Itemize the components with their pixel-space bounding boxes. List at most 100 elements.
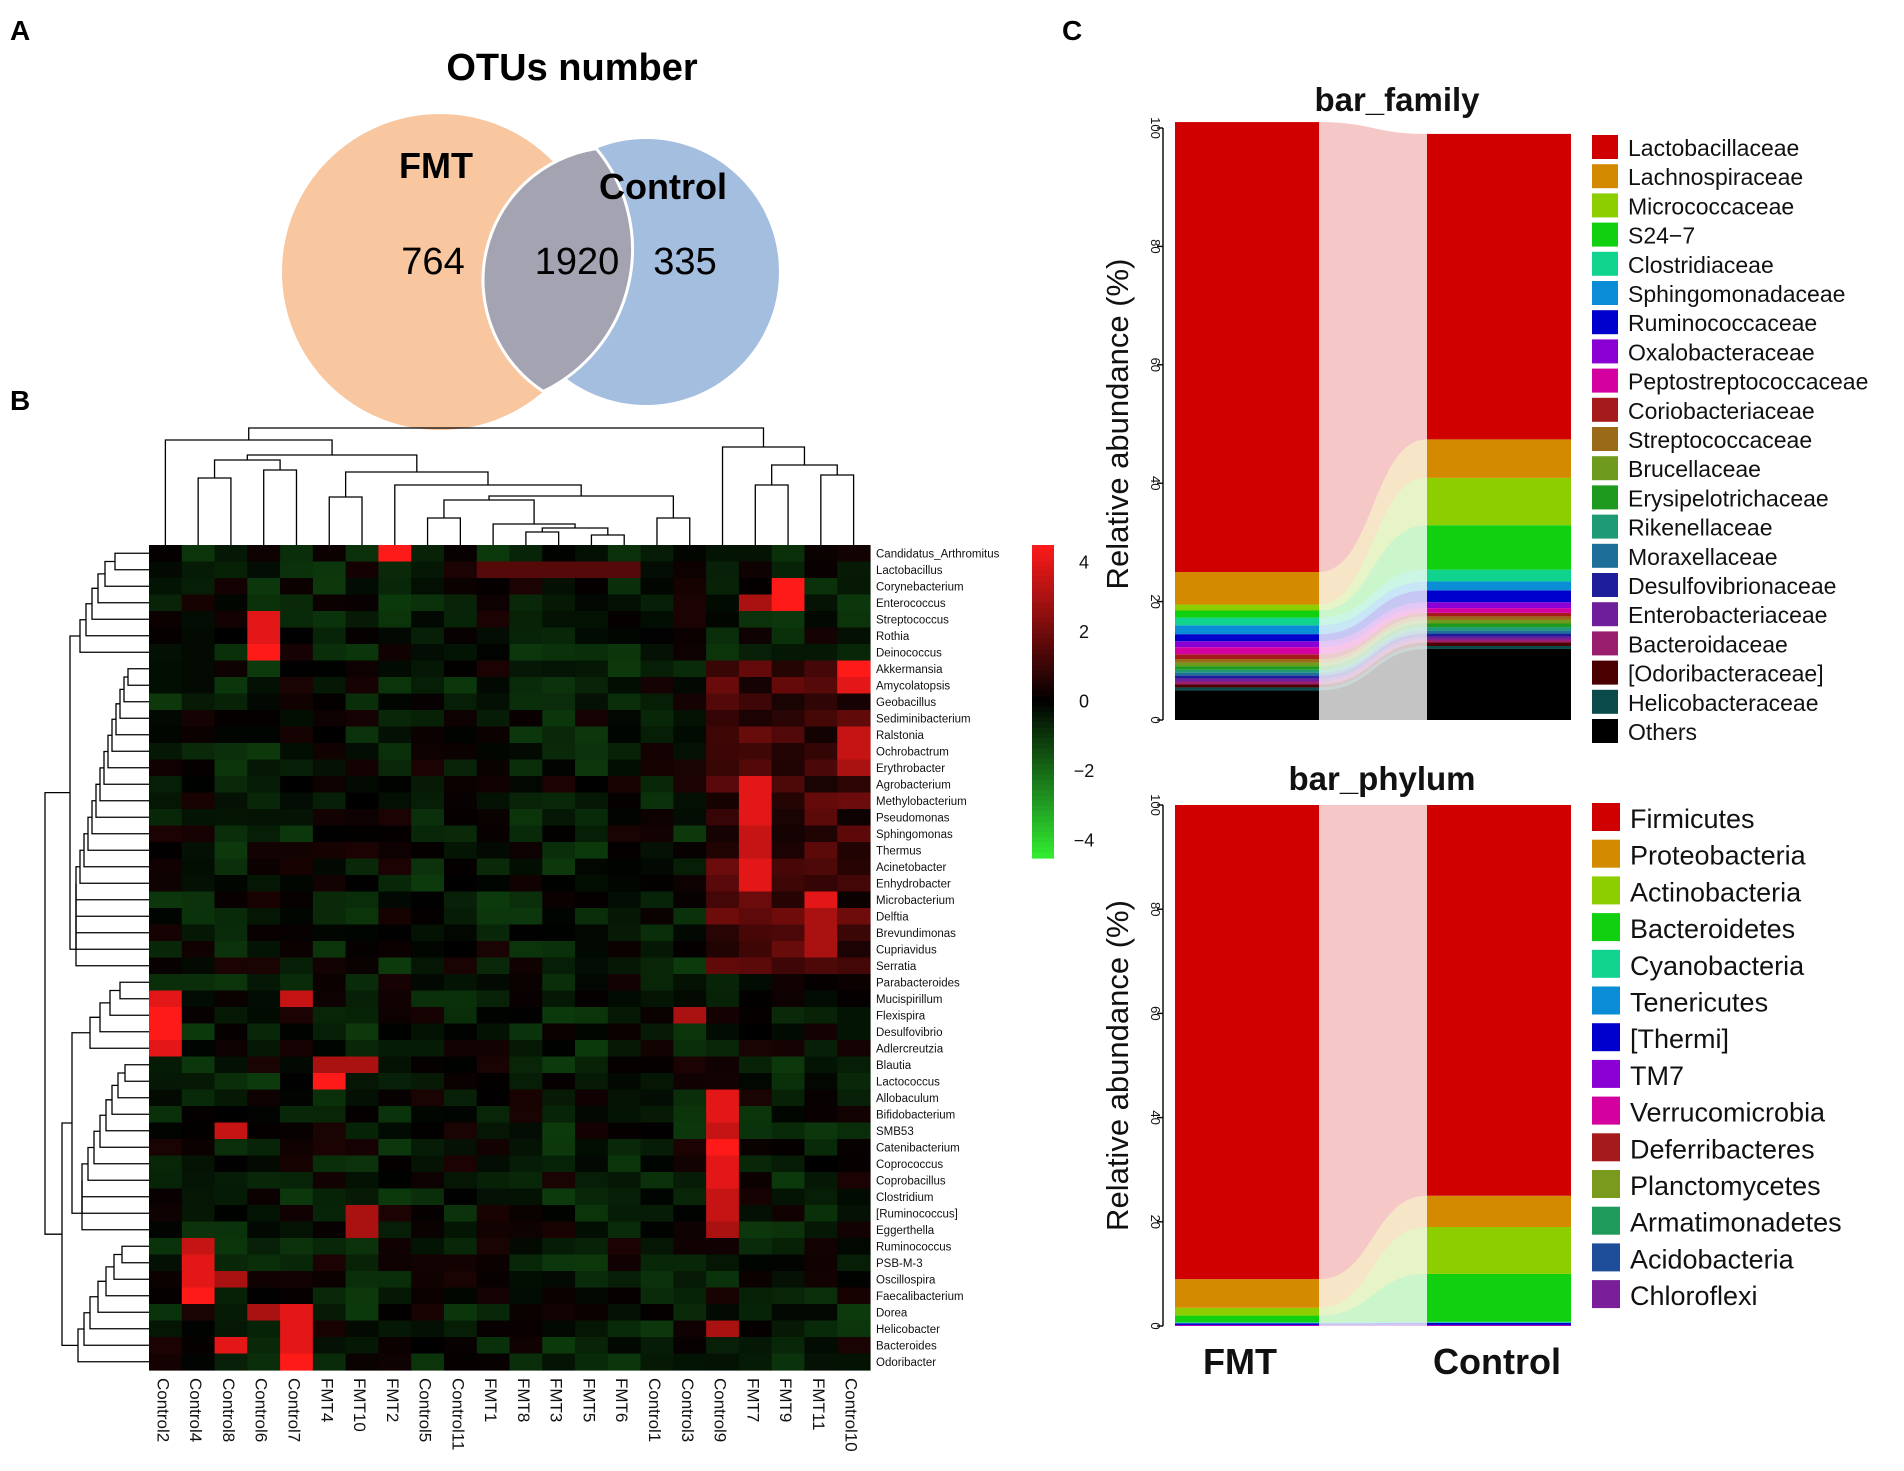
heatmap-cell [771, 578, 806, 596]
heatmap-cell [345, 858, 380, 876]
heatmap-cell [837, 809, 871, 827]
heatmap-cell [411, 644, 445, 662]
heatmap-cell [181, 660, 216, 678]
flow-ribbon-cyanobacteria [1319, 1321, 1427, 1323]
heatmap-cell [804, 1320, 838, 1338]
heatmap-column-label: FMT11 [809, 1378, 828, 1431]
heatmap-cell [837, 677, 871, 695]
heatmap-cell [607, 677, 642, 695]
flow-ribbon-oxalobacteraceae [1319, 602, 1427, 648]
heatmap-cell [181, 1337, 216, 1355]
heatmap-cell [706, 809, 740, 827]
heatmap-cell [706, 759, 740, 777]
heatmap-cell [673, 1106, 707, 1124]
flow-ribbon-lactobacillaceae [1319, 122, 1427, 572]
legend-label: Lactobacillaceae [1628, 135, 1799, 161]
heatmap-cell [607, 1287, 642, 1305]
heatmap-cell [738, 809, 773, 827]
heatmap-cell [214, 677, 248, 695]
heatmap-cell [149, 1353, 183, 1371]
legend-label: TM7 [1630, 1061, 1684, 1091]
scale-swatch [1032, 685, 1054, 692]
heatmap-cell [575, 1106, 609, 1124]
column-dendrogram-link [525, 531, 560, 545]
heatmap-cell [476, 842, 511, 860]
heatmap-cell [247, 1106, 281, 1124]
heatmap-row-label: Lactobacillus [876, 565, 943, 577]
legend-swatch [1592, 1170, 1620, 1198]
heatmap-cell [181, 677, 216, 695]
heatmap-cell [706, 1007, 740, 1025]
heatmap-cell [378, 726, 412, 744]
heatmap-cell [443, 1139, 478, 1157]
heatmap-cell [345, 677, 380, 695]
scale-swatch [1032, 701, 1054, 708]
column-dendrogram-link [492, 523, 576, 545]
heatmap-cell [181, 825, 216, 843]
heatmap-cell [181, 891, 216, 909]
heatmap-cell [640, 842, 674, 860]
heatmap-cell [476, 627, 511, 645]
heatmap-cell [575, 1056, 609, 1074]
heatmap-cell [673, 1205, 707, 1223]
heatmap-cell [607, 644, 642, 662]
heatmap-cell [214, 842, 248, 860]
heatmap-cell [673, 908, 707, 926]
heatmap-cell [345, 611, 380, 629]
heatmap-cell [411, 1205, 445, 1223]
heatmap-cell [378, 1353, 412, 1371]
legend-label: Clostridiaceae [1628, 252, 1774, 278]
heatmap-cell [804, 908, 838, 926]
heatmap-cell [247, 809, 281, 827]
scale-swatch [1032, 675, 1054, 682]
heatmap-cell [738, 710, 773, 728]
heatmap-cell [181, 627, 216, 645]
legend-label: Peptostreptococcaceae [1628, 369, 1868, 395]
heatmap-cell [509, 1205, 543, 1223]
heatmap-cell [149, 1073, 183, 1091]
heatmap-panel: Candidatus_Arthromitus Lactobacillus Coryn… [44, 427, 1094, 1452]
flow-ribbon--thermi- [1319, 1322, 1427, 1325]
heatmap-cell [476, 1040, 511, 1058]
heatmap-cell [804, 743, 838, 761]
heatmap-cell [673, 1155, 707, 1173]
heatmap-cell [411, 677, 445, 695]
heatmap-cell [706, 1238, 740, 1256]
heatmap-cell [345, 974, 380, 992]
venn-control-only-count: 335 [653, 241, 716, 283]
heatmap-cell [345, 1122, 380, 1140]
heatmap-cell [181, 1056, 216, 1074]
heatmap-cell [149, 1155, 183, 1173]
heatmap-cell [411, 1238, 445, 1256]
heatmap-cell [771, 875, 806, 893]
heatmap-cell [181, 875, 216, 893]
heatmap-cell [673, 726, 707, 744]
heatmap-cell [771, 1337, 806, 1355]
heatmap-cell [837, 974, 871, 992]
heatmap-cell [476, 1089, 511, 1107]
heatmap-cell [673, 974, 707, 992]
heatmap-cell [837, 842, 871, 860]
heatmap-cell [378, 924, 412, 942]
heatmap-cell [312, 974, 347, 992]
heatmap-cell [443, 1073, 478, 1091]
heatmap-cell [149, 1271, 183, 1289]
heatmap-cell [345, 1007, 380, 1025]
heatmap-cell [837, 792, 871, 810]
legend-label: Actinobacteria [1630, 877, 1802, 907]
heatmap-cell [247, 1304, 281, 1322]
heatmap-cell [640, 1155, 674, 1173]
row-dendrogram [44, 552, 149, 1363]
heatmap-cell [312, 693, 347, 711]
heatmap-cell [214, 941, 248, 959]
scale-swatch [1032, 826, 1054, 833]
heatmap-cell [706, 1353, 740, 1371]
scale-swatch [1032, 852, 1054, 859]
heatmap-cell [509, 1221, 543, 1239]
heatmap-cell [443, 743, 478, 761]
heatmap-cell [804, 545, 838, 563]
heatmap-cell [837, 1056, 871, 1074]
heatmap-cell [706, 1155, 740, 1173]
heatmap-cell [706, 908, 740, 926]
heatmap-cell [214, 1040, 248, 1058]
